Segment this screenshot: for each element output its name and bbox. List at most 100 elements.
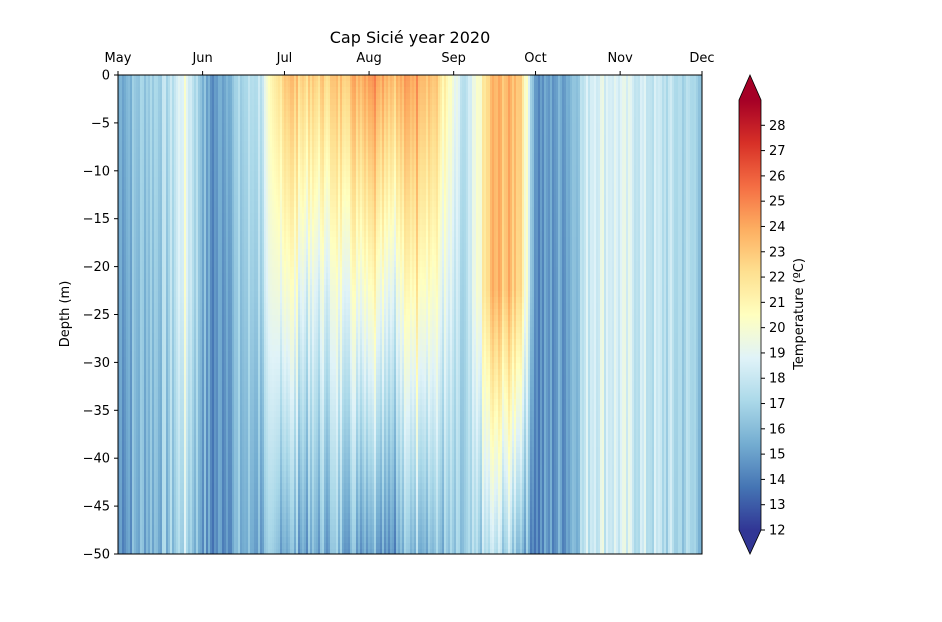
heatmap-cell [166,117,169,124]
heatmap-cell [140,267,143,274]
heatmap-cell [146,519,149,526]
heatmap-cell [178,537,181,544]
heatmap-cell [194,201,197,208]
heatmap-cell [122,459,125,466]
heatmap-cell [126,207,129,214]
heatmap-cell [162,117,165,124]
heatmap-cell [168,111,171,118]
heatmap-cell [194,465,197,472]
heatmap-cell [198,303,201,310]
heatmap-cell [174,447,177,454]
heatmap-cell [162,519,165,526]
heatmap-cell [128,291,131,298]
heatmap-cell [184,387,187,394]
heatmap-cell [174,495,177,502]
heatmap-cell [152,345,155,352]
heatmap-cell [146,183,149,190]
heatmap-cell [200,405,203,412]
heatmap-cell [122,81,125,88]
heatmap-cell [152,435,155,442]
heatmap-cell [192,153,195,160]
heatmap-cell [132,183,135,190]
heatmap-cell [148,75,151,82]
heatmap-cell [172,417,175,424]
heatmap-cell [148,375,151,382]
heatmap-cell [152,411,155,418]
heatmap-cell [186,501,189,508]
heatmap-cell [184,471,187,478]
heatmap-cell [182,309,185,316]
heatmap-cell [162,315,165,322]
heatmap-cell [152,213,155,220]
heatmap-cell [154,303,157,310]
heatmap-cell [172,141,175,148]
heatmap-cell [188,273,191,280]
heatmap-cell [172,105,175,112]
heatmap-cell [122,273,125,280]
heatmap-cell [170,141,173,148]
heatmap-cell [194,87,197,94]
heatmap-cell [170,543,173,550]
heatmap-cell [174,507,177,514]
heatmap-cell [136,267,139,274]
heatmap-cell [150,147,153,154]
heatmap-cell [146,531,149,538]
heatmap-cell [154,381,157,388]
heatmap-cell [190,75,193,82]
heatmap-cell [136,231,139,238]
heatmap-cell [188,195,191,202]
heatmap-cell [144,201,147,208]
heatmap-cell [130,237,133,244]
heatmap-cell [158,87,161,94]
heatmap-cell [174,153,177,160]
heatmap-cell [176,309,179,316]
heatmap-cell [166,195,169,202]
heatmap-cell [168,423,171,430]
heatmap-cell [148,219,151,226]
heatmap-cell [162,165,165,172]
heatmap-cell [174,429,177,436]
heatmap-cell [198,249,201,256]
heatmap-cell [186,537,189,544]
heatmap-cell [172,489,175,496]
heatmap-cell [184,177,187,184]
heatmap-cell [200,363,203,370]
heatmap-cell [196,531,199,538]
heatmap-cell [164,177,167,184]
heatmap-cell [120,237,123,244]
heatmap-cell [158,465,161,472]
heatmap-cell [140,135,143,142]
heatmap-cell [202,273,205,280]
heatmap-cell [178,153,181,160]
heatmap-cell [142,303,145,310]
heatmap-cell [142,213,145,220]
heatmap-cell [198,537,201,544]
heatmap-cell [124,417,127,424]
heatmap-cell [178,453,181,460]
heatmap-cell [194,405,197,412]
heatmap-cell [170,471,173,478]
heatmap-cell [166,315,169,322]
heatmap-cell [162,483,165,490]
heatmap-cell [194,483,197,490]
heatmap-cell [128,321,131,328]
heatmap-cell [152,135,155,142]
heatmap-cell [148,351,151,358]
heatmap-cell [184,357,187,364]
heatmap-cell [120,243,123,250]
heatmap-cell [154,297,157,304]
heatmap-cell [170,75,173,82]
heatmap-cell [196,129,199,136]
heatmap-cell [174,255,177,262]
heatmap-cell [172,93,175,100]
heatmap-cell [196,87,199,94]
heatmap-cell [162,147,165,154]
heatmap-cell [160,309,163,316]
heatmap-cell [132,309,135,316]
heatmap-cell [146,387,149,394]
heatmap-cell [166,153,169,160]
heatmap-cell [158,189,161,196]
heatmap-cell [176,285,179,292]
heatmap-cell [128,315,131,322]
heatmap-cell [130,423,133,430]
